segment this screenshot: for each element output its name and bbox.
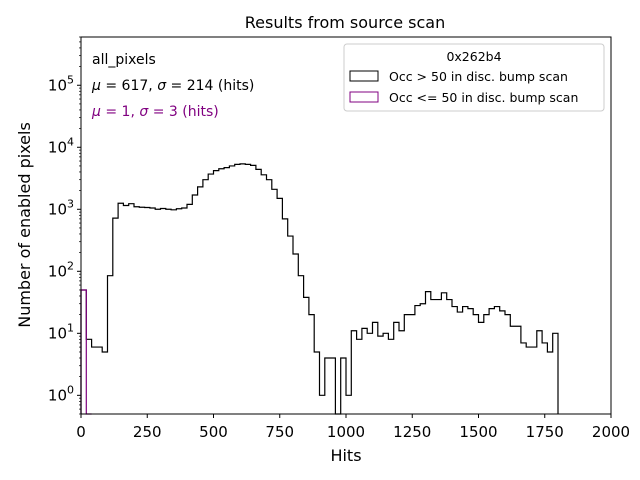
plot-frame	[80, 36, 612, 415]
y-axis-label: Number of enabled pixels	[15, 122, 34, 328]
x-tick-label: 2000	[592, 423, 630, 441]
y-tick-label: 101	[48, 321, 74, 342]
x-tick-label: 0	[76, 423, 86, 441]
legend: 0x262b4 Occ > 50 in disc. bump scan Occ …	[343, 43, 605, 112]
tick-layer: 0 250 500 750 1000 1250 1500 1750 2000 100 101 102 1…	[48, 36, 630, 441]
legend-box	[343, 43, 605, 112]
legend-title: 0x262b4	[446, 49, 501, 64]
legend-label-series1: Occ > 50 in disc. bump scan	[389, 69, 568, 84]
y-tick-label: 100	[48, 383, 74, 404]
annotation-name: all_pixels	[92, 52, 156, 68]
legend-swatch-series2	[349, 91, 379, 103]
x-tick-label: 1250	[393, 423, 431, 441]
x-tick-label: 1750	[526, 423, 564, 441]
y-tick-label: 103	[48, 197, 74, 218]
x-tick-label: 250	[133, 423, 162, 441]
histogram-series-2	[80, 289, 92, 415]
annotation-stats-series1: μ = 617, σ = 214 (hits)	[91, 78, 254, 94]
annotation-stats-series2: μ = 1, σ = 3 (hits)	[91, 104, 219, 120]
x-tick-label: 1000	[327, 423, 365, 441]
y-tick-label: 105	[48, 73, 74, 94]
y-tick-label: 104	[48, 135, 74, 156]
x-tick-label: 1500	[459, 423, 497, 441]
chart-title: Results from source scan	[245, 13, 445, 32]
x-tick-label: 750	[265, 423, 294, 441]
histogram-series-1	[80, 163, 559, 415]
legend-label-series2: Occ <= 50 in disc. bump scan	[389, 90, 578, 105]
legend-swatch-series1	[349, 70, 379, 82]
y-tick-label: 102	[48, 259, 74, 280]
series-layer	[80, 163, 559, 415]
x-tick-label: 500	[199, 423, 228, 441]
x-axis-label: Hits	[330, 446, 361, 465]
